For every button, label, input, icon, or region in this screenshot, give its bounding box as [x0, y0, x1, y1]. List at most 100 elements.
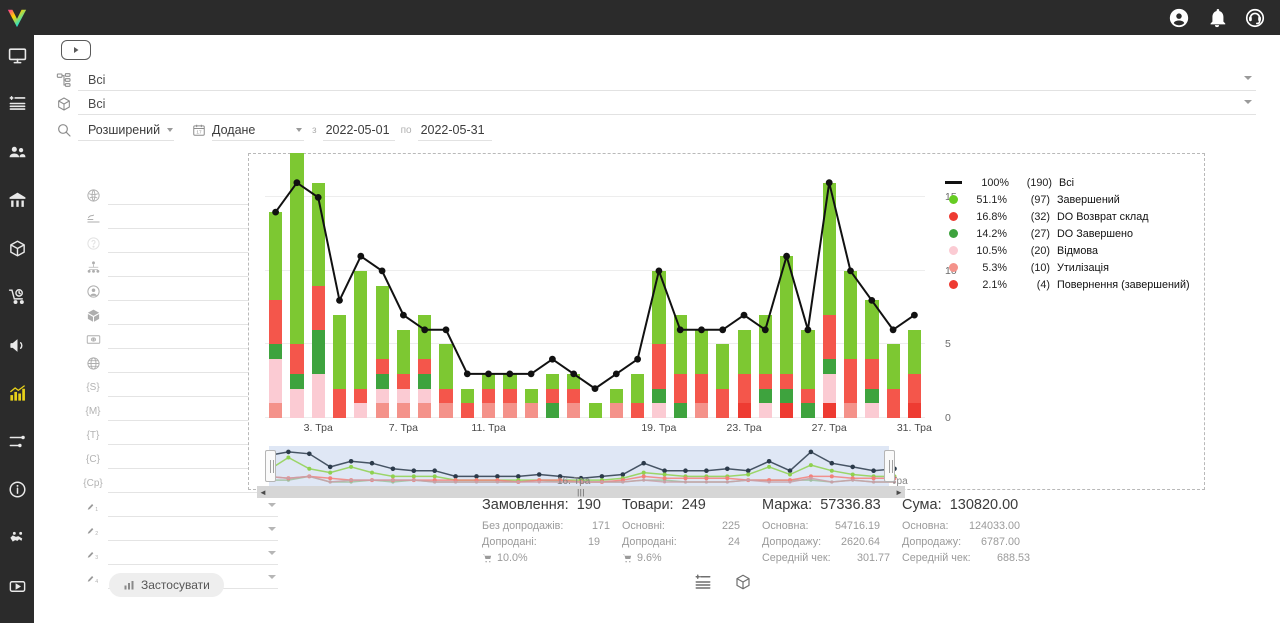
date-field-select[interactable]: Додане: [212, 119, 304, 141]
sidebar-item-products[interactable]: [0, 237, 34, 260]
sidebar-item-analytics[interactable]: [0, 382, 34, 405]
scroll-grip[interactable]: |||: [577, 487, 585, 497]
bar-slot[interactable]: [712, 168, 733, 418]
bar-slot[interactable]: [627, 168, 648, 418]
stacked-bar[interactable]: [269, 212, 283, 418]
search-mode-select[interactable]: Розширений: [78, 119, 174, 141]
stacked-bar[interactable]: [694, 329, 709, 418]
bar-slot[interactable]: [755, 168, 776, 418]
sidebar-item-monitor[interactable]: [0, 44, 34, 67]
sidebar-item-marketing[interactable]: [0, 334, 34, 357]
stacked-bar[interactable]: [375, 285, 389, 418]
bar-slot[interactable]: [329, 168, 350, 418]
stacked-bar[interactable]: [588, 403, 602, 418]
legend-item[interactable]: 14.2% (27) DO Завершено: [949, 225, 1199, 242]
sidebar-item-info[interactable]: [0, 478, 34, 501]
bar-slot[interactable]: [286, 153, 307, 418]
sidebar-item-warehouse[interactable]: [0, 189, 34, 212]
box-outline-icon[interactable]: [734, 573, 752, 596]
filter-list-select[interactable]: [108, 545, 278, 565]
legend-item[interactable]: 16.8% (32) DO Возврат склад: [949, 208, 1199, 225]
bar-slot[interactable]: [776, 168, 797, 418]
scroll-right-arrow[interactable]: ►: [895, 487, 903, 497]
bar-slot[interactable]: [584, 168, 605, 418]
scroll-left-arrow[interactable]: ◄: [259, 487, 267, 497]
stacked-bar[interactable]: [907, 329, 922, 418]
date-from-input[interactable]: 2022-05-01: [322, 119, 395, 141]
minimap-scrollbar[interactable]: ◄ ||| ►: [257, 486, 905, 498]
product-filter-select[interactable]: Всі: [78, 93, 1256, 115]
chart-minimap[interactable]: 16. Тра Тра ◄ ||| ►: [257, 446, 908, 498]
stacked-bar[interactable]: [716, 344, 730, 418]
stacked-bar[interactable]: [439, 344, 453, 418]
stacked-bar[interactable]: [524, 388, 538, 418]
stacked-bar[interactable]: [631, 373, 645, 418]
video-help-button[interactable]: [61, 40, 91, 60]
bar-slot[interactable]: [861, 168, 882, 418]
account-icon[interactable]: [1168, 7, 1190, 29]
notifications-icon[interactable]: [1206, 7, 1228, 29]
stacked-bar[interactable]: [886, 344, 900, 418]
date-to-input[interactable]: 2022-05-31: [417, 119, 492, 141]
stacked-bar[interactable]: [503, 373, 517, 418]
stacked-bar[interactable]: [844, 270, 858, 418]
bar-slot[interactable]: [265, 168, 286, 418]
bar-slot[interactable]: [883, 168, 904, 418]
bar-slot[interactable]: [521, 168, 542, 418]
bar-slot[interactable]: [308, 168, 329, 418]
bar-slot[interactable]: [691, 168, 712, 418]
list-settings-icon[interactable]: [694, 573, 712, 596]
legend-item[interactable]: 100% (190) Всі: [945, 174, 1199, 191]
bar-slot[interactable]: [542, 168, 563, 418]
bar-slot[interactable]: [734, 168, 755, 418]
stacked-bar[interactable]: [460, 388, 474, 418]
bar-slot[interactable]: [350, 168, 371, 418]
legend-item[interactable]: 5.3% (10) Утилізація: [949, 259, 1199, 276]
stacked-bar[interactable]: [311, 182, 325, 418]
stacked-bar[interactable]: [609, 388, 623, 418]
stacked-bar[interactable]: [290, 153, 304, 418]
bar-slot[interactable]: [499, 168, 520, 418]
stacked-bar[interactable]: [332, 315, 347, 418]
bar-slot[interactable]: [414, 168, 435, 418]
bar-slot[interactable]: [819, 168, 840, 418]
bar-slot[interactable]: [797, 168, 818, 418]
bar-slot[interactable]: [840, 168, 861, 418]
group-filter-select[interactable]: Всі: [78, 69, 1256, 91]
stacked-bar[interactable]: [673, 315, 687, 418]
filter-list-select[interactable]: [108, 497, 278, 517]
bar-slot[interactable]: [670, 168, 691, 418]
sidebar-item-settings[interactable]: [0, 430, 34, 453]
minimap-handle-right[interactable]: [884, 450, 895, 482]
app-logo[interactable]: [0, 0, 34, 35]
bar-slot[interactable]: [648, 168, 669, 418]
stacked-bar[interactable]: [482, 373, 496, 418]
sidebar-item-delivery[interactable]: [0, 285, 34, 308]
stacked-bar[interactable]: [545, 373, 560, 418]
stacked-bar[interactable]: [780, 256, 794, 418]
stacked-bar[interactable]: [396, 329, 411, 418]
stacked-bar[interactable]: [865, 300, 879, 418]
stacked-bar[interactable]: [418, 315, 432, 418]
legend-item[interactable]: 10.5% (20) Відмова: [949, 242, 1199, 259]
stacked-bar[interactable]: [758, 315, 773, 418]
sidebar-item-list-add[interactable]: [0, 92, 34, 115]
sidebar-item-partners[interactable]: [0, 527, 34, 550]
search-icon[interactable]: [50, 122, 78, 138]
stacked-bar[interactable]: [652, 270, 666, 418]
bar-slot[interactable]: [393, 168, 414, 418]
apply-button[interactable]: Застосувати: [109, 573, 224, 597]
stacked-bar[interactable]: [354, 270, 368, 418]
stacked-bar[interactable]: [567, 373, 581, 418]
legend-item[interactable]: 51.1% (97) Завершений: [949, 191, 1199, 208]
bar-slot[interactable]: [904, 168, 925, 418]
sidebar-item-video[interactable]: [0, 575, 34, 598]
bar-slot[interactable]: [606, 168, 627, 418]
bar-slot[interactable]: [478, 168, 499, 418]
minimap-handle-left[interactable]: [265, 450, 276, 482]
support-headset-icon[interactable]: [1244, 7, 1266, 29]
bar-slot[interactable]: [563, 168, 584, 418]
bar-slot[interactable]: [457, 168, 478, 418]
filter-list-select[interactable]: [108, 521, 278, 541]
bar-slot[interactable]: [371, 168, 392, 418]
